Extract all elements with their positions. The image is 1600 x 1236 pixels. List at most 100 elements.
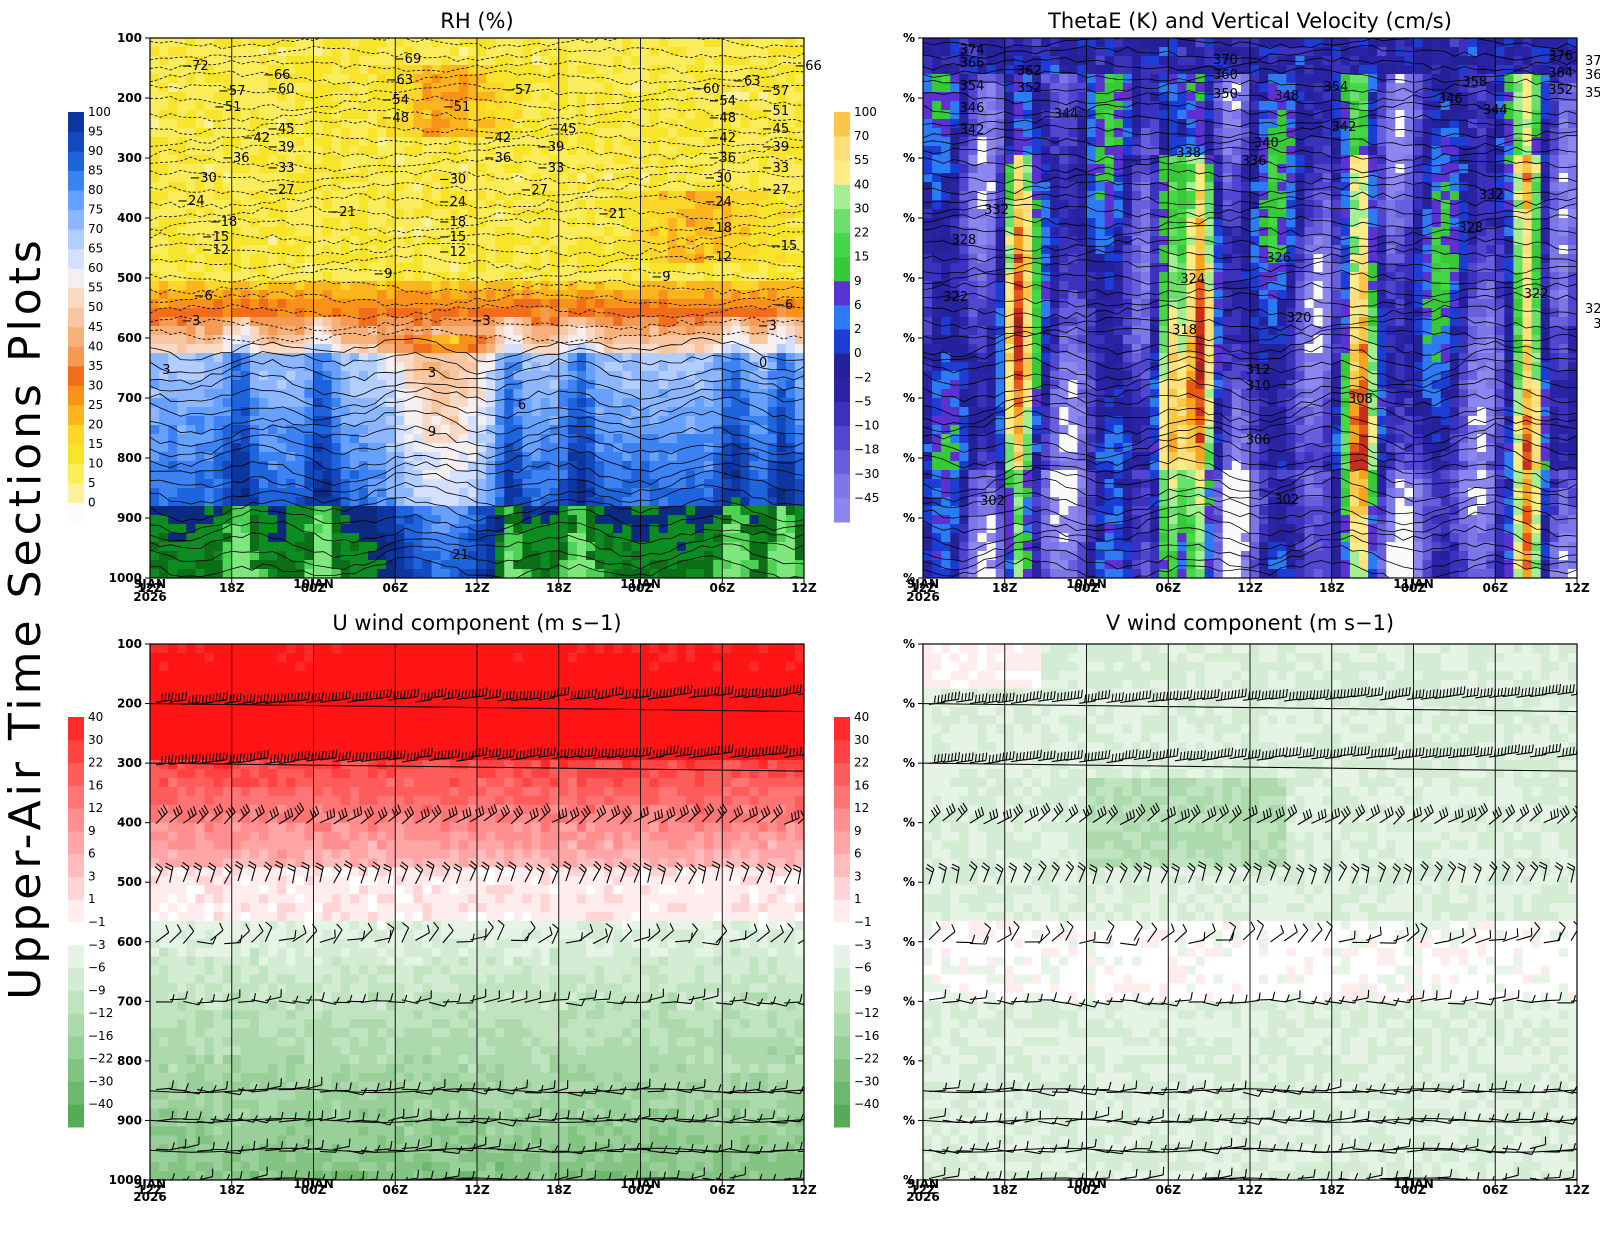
wind-barb — [1079, 999, 1100, 1008]
panel-axes: 12Z 18Z 00Z 06Z 12Z 18Z 00Z 06Z 12Z9JAN202610JAN… — [109, 9, 817, 604]
wind-barb — [1106, 804, 1119, 824]
wind-barb — [661, 993, 680, 1004]
contour-label: −39 — [762, 140, 789, 155]
colorbar-swatch — [834, 967, 850, 991]
wind-barb — [633, 806, 649, 822]
y-tick-label: % — [903, 211, 915, 225]
wind-barb — [1174, 689, 1193, 701]
wind-barb — [956, 1083, 976, 1092]
wind-barb — [661, 806, 676, 824]
colorbar-swatch — [834, 762, 850, 786]
wind-barb — [1475, 802, 1488, 822]
colorbar-label: −22 — [88, 1052, 113, 1066]
contour-label: 3 — [428, 366, 436, 381]
wind-barb — [770, 744, 789, 756]
contour-label: −15 — [439, 230, 466, 245]
colorbar-label: 100 — [88, 105, 111, 119]
colorbar-swatch — [834, 785, 850, 809]
colorbar-label: 40 — [854, 710, 869, 724]
wind-barb — [265, 989, 282, 1002]
contour-label: −63 — [733, 74, 760, 89]
wind-barb — [1038, 1172, 1057, 1180]
colorbar-swatch — [834, 497, 850, 523]
wind-barb — [688, 864, 697, 885]
contour-label: −63 — [386, 73, 413, 88]
wind-barb — [1420, 747, 1439, 759]
x-date-label: 9JAN — [907, 577, 939, 591]
wind-barb — [1256, 1085, 1277, 1094]
wind-barb — [1434, 688, 1452, 699]
wind-barb — [347, 993, 367, 1003]
wind-barb — [983, 692, 1002, 704]
wind-barb — [942, 691, 961, 703]
contour-label: −51 — [762, 104, 789, 119]
wind-barb — [565, 747, 584, 759]
wind-barb — [442, 861, 451, 883]
wind-barb — [1077, 862, 1086, 883]
wind-barb — [468, 860, 478, 881]
colorbar-label: 55 — [854, 153, 869, 167]
y-tick-label: % — [903, 816, 915, 830]
y-tick-label: 200 — [117, 697, 142, 711]
wind-barb — [1365, 1167, 1383, 1180]
colorbar-label: 30 — [854, 733, 869, 747]
wind-barb — [1473, 862, 1482, 884]
x-date-label: 10JAN — [1066, 1177, 1107, 1191]
wind-barb — [306, 750, 324, 762]
contour-label: 338 — [1176, 146, 1201, 161]
colorbar-swatch — [68, 385, 84, 406]
wind-barb — [401, 1108, 420, 1120]
colorbar-label: 20 — [88, 417, 103, 431]
wind-barb — [1407, 689, 1425, 700]
wind-barb — [1434, 932, 1452, 945]
wind-barb — [1420, 860, 1429, 882]
wind-barb — [292, 750, 310, 762]
wind-barb — [661, 1146, 681, 1155]
colorbar-label: 40 — [88, 710, 103, 724]
wind-barb — [715, 923, 728, 944]
contour-label: −30 — [189, 171, 216, 186]
wind-barb — [169, 924, 182, 943]
colorbar-swatch — [68, 1058, 84, 1082]
y-tick-label: % — [903, 91, 915, 105]
colorbar-label: 55 — [88, 281, 103, 295]
contour-label: −72 — [181, 59, 208, 74]
contour-label: −3 — [472, 314, 491, 329]
wind-barb — [1297, 747, 1316, 759]
wind-barb — [263, 861, 273, 882]
colorbar-swatch — [68, 785, 84, 809]
wind-barb — [237, 803, 251, 823]
colorbar-swatch — [68, 248, 84, 269]
wind-barb — [981, 862, 990, 883]
contour-label: 340 — [1254, 136, 1279, 151]
wind-barb — [1365, 1115, 1386, 1124]
y-tick-label: 800 — [117, 1054, 142, 1068]
wind-barb — [183, 753, 201, 765]
colorbar-label: 40 — [88, 339, 103, 353]
colorbar-swatch — [68, 190, 84, 211]
x-date-label: 11JAN — [1393, 1177, 1434, 1191]
y-tick-label: 600 — [117, 935, 142, 949]
wind-barb — [306, 1173, 326, 1180]
contour-label: −33 — [267, 161, 294, 176]
wind-barb — [1325, 995, 1345, 1004]
x-tick-label: 18Z — [1319, 1183, 1345, 1197]
wind-barb — [442, 748, 461, 760]
wind-barb — [237, 693, 256, 705]
wind-barb — [1161, 998, 1181, 1007]
wind-barb — [1420, 804, 1434, 823]
wind-barb — [1529, 746, 1548, 758]
contour-label: 6 — [518, 398, 526, 413]
colorbar-swatch — [68, 739, 84, 764]
wind-barb — [1160, 863, 1169, 884]
wind-barb — [428, 804, 442, 824]
wind-barb — [1174, 750, 1193, 762]
contour-label: −39 — [267, 140, 294, 155]
wind-barb — [347, 930, 366, 941]
wind-barb — [360, 992, 379, 1004]
wind-barb — [196, 694, 215, 705]
colorbar-label: 22 — [88, 756, 103, 770]
wind-barb — [1282, 861, 1291, 882]
contour-label: −18 — [210, 215, 237, 230]
wind-barb — [497, 690, 515, 702]
